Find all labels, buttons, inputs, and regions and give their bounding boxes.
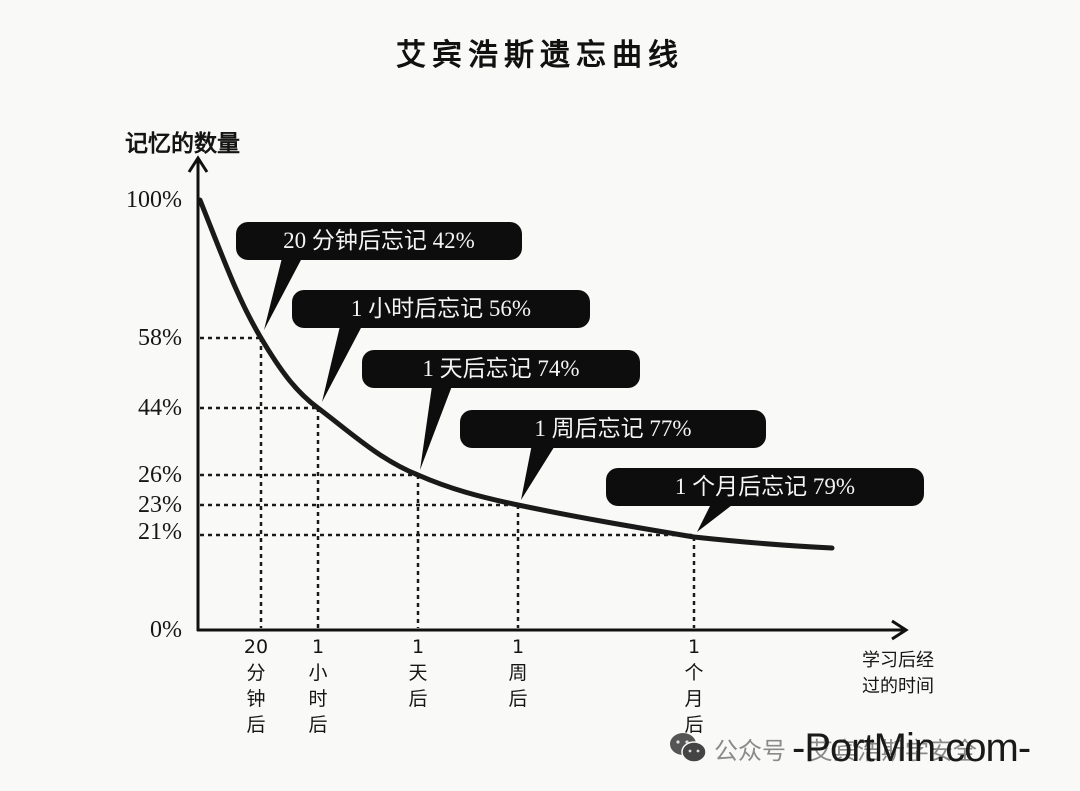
- y-tick-100: 100%: [126, 187, 182, 213]
- x-tick-text: 钟: [246, 688, 266, 710]
- pointer-1w: [521, 444, 556, 500]
- forgetting-curve: [197, 197, 835, 551]
- pointer-1mo: [697, 502, 736, 532]
- x-axis-label: 学习后经 过的时间: [862, 648, 952, 700]
- y-tick-21: 21%: [138, 519, 182, 545]
- watermark: 公众号 · 艾宾浩斯学安全: [668, 728, 977, 768]
- watermark-site: -PortMin.com-: [792, 726, 1031, 770]
- wechat-icon: [670, 733, 707, 763]
- x-tick-text: 后: [508, 688, 528, 710]
- pointer-20min: [264, 258, 302, 330]
- x-tick-text: 天: [408, 662, 428, 684]
- x-tick-text: 后: [308, 714, 328, 736]
- bubble-pointers: [264, 258, 736, 532]
- x-tick-text: 1: [511, 636, 525, 658]
- annotation-bubble-1h: 1 小时后忘记 56%: [292, 290, 590, 328]
- x-tick-text: 1: [311, 636, 325, 658]
- x-tick-text: 后: [408, 688, 428, 710]
- x-tick-text: 后: [684, 714, 704, 736]
- annotation-bubble-1w: 1 周后忘记 77%: [460, 410, 766, 448]
- pointer-1h: [322, 326, 362, 402]
- x-tick-1d: 1 天 后: [398, 634, 438, 712]
- y-tick-0: 0%: [150, 617, 182, 643]
- x-tick-text: 小: [308, 662, 328, 684]
- y-axis-label: 记忆的数量: [125, 130, 240, 157]
- x-tick-text: 分: [246, 662, 266, 684]
- x-tick-text: 周: [508, 662, 528, 684]
- x-axis-label-line2: 过的时间: [862, 676, 934, 697]
- y-tick-26: 26%: [138, 462, 182, 488]
- y-tick-23: 23%: [138, 492, 182, 518]
- x-tick-1h: 1 小 时 后: [298, 634, 338, 738]
- pointer-1d: [420, 386, 452, 470]
- x-tick-text: 月: [684, 688, 704, 710]
- x-tick-text: 20: [243, 636, 269, 658]
- y-axis-arrow-icon: [187, 155, 209, 173]
- x-tick-text: 1: [411, 636, 425, 658]
- x-tick-text: 时: [308, 688, 328, 710]
- y-tick-44: 44%: [138, 395, 182, 421]
- annotation-bubble-1d: 1 天后忘记 74%: [362, 350, 640, 388]
- x-tick-text: 1: [687, 636, 701, 658]
- x-tick-1mo: 1 个 月 后: [674, 634, 714, 738]
- x-tick-1w: 1 周 后: [498, 634, 538, 712]
- annotation-bubble-1mo: 1 个月后忘记 79%: [606, 468, 924, 506]
- watermark-text: 公众号 · 艾宾浩斯学安全: [714, 736, 977, 765]
- x-tick-text: 后: [246, 714, 266, 736]
- x-tick-text: 个: [684, 662, 704, 684]
- chart-title: 艾宾浩斯遗忘曲线: [396, 38, 684, 73]
- axes: [187, 155, 909, 641]
- x-axis-arrow-icon: [891, 619, 909, 641]
- guide-lines: [200, 336, 696, 628]
- x-axis-label-line1: 学习后经: [862, 650, 934, 671]
- annotation-bubble-20min: 20 分钟后忘记 42%: [236, 222, 522, 260]
- y-tick-58: 58%: [138, 325, 182, 351]
- x-tick-20min: 20 分 钟 后: [236, 634, 276, 738]
